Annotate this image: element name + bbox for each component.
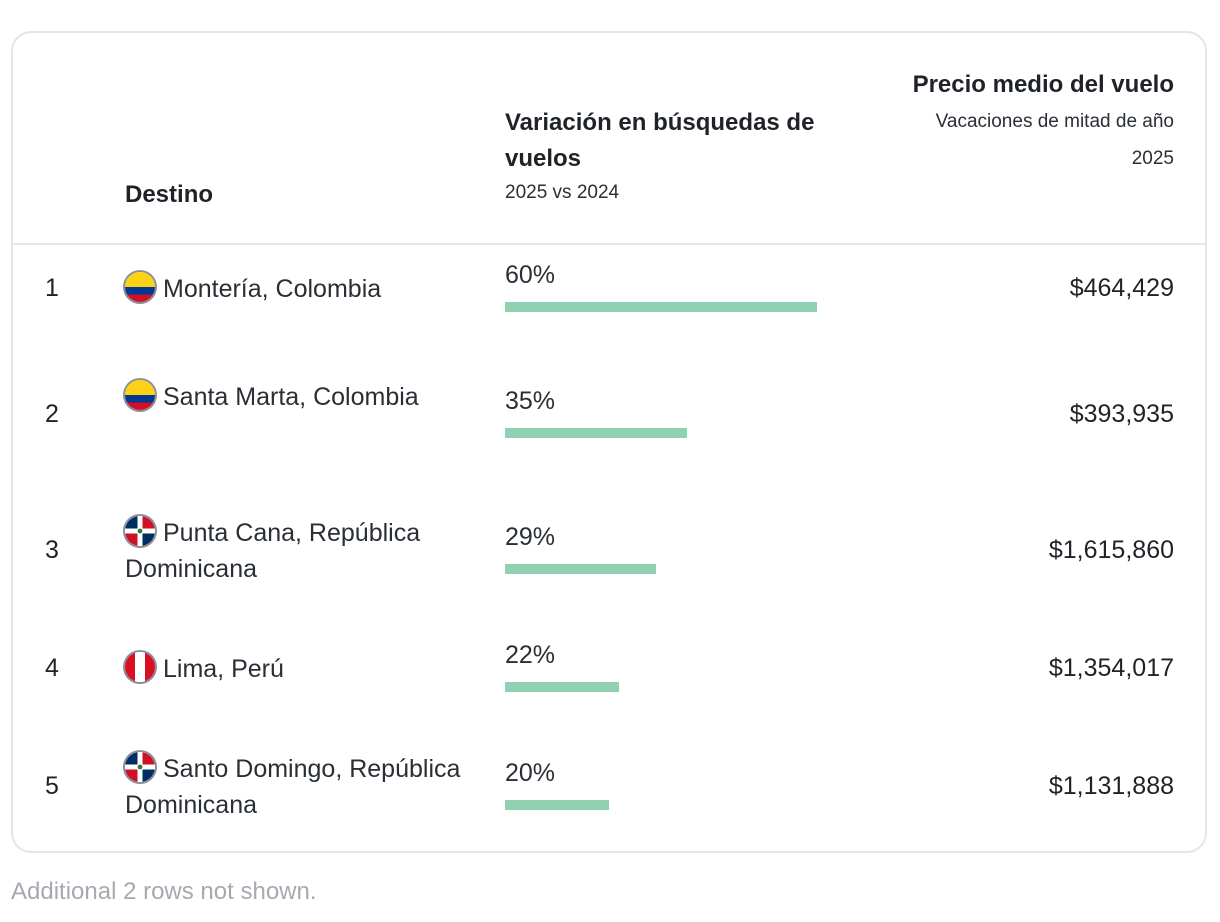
row-variation-percent: 22% — [505, 641, 556, 669]
row-average-price: $1,131,888 — [1048, 772, 1174, 800]
row-rank: 2 — [45, 400, 59, 428]
header-price-year: 2025 — [1131, 148, 1174, 169]
destinations-table-card: Destino Variación en búsquedas de vuelos… — [11, 31, 1207, 853]
row-average-price: $393,935 — [1069, 400, 1174, 428]
row-variation-bar — [505, 800, 609, 810]
row-rank: 1 — [45, 274, 59, 302]
header-destino: Destino — [125, 181, 214, 208]
footnote: Additional 2 rows not shown. — [11, 878, 317, 905]
header-variation-title: Variación en búsquedas de vuelos — [505, 109, 815, 172]
table-header: Destino Variación en búsquedas de vuelos… — [13, 33, 1205, 245]
row-variation-bar — [505, 302, 817, 312]
colombia-flag-icon — [125, 272, 155, 302]
row-rank: 5 — [45, 772, 59, 800]
row-variation-percent: 20% — [505, 759, 556, 787]
header-variation-subtitle: 2025 vs 2024 — [505, 182, 620, 203]
row-destination: Punta Cana, República Dominicana — [125, 515, 465, 587]
dominican-republic-flag-icon — [125, 516, 155, 546]
header-price-title: Precio medio del vuelo — [912, 71, 1174, 98]
row-average-price: $1,354,017 — [1048, 654, 1174, 682]
row-destination-label: Santo Domingo, República Dominicana — [125, 755, 461, 819]
row-destination: Montería, Colombia — [125, 271, 465, 307]
row-variation-bar — [505, 428, 687, 438]
peru-flag-icon — [125, 652, 155, 682]
header-variation: Variación en búsquedas de vuelos 2025 vs… — [505, 105, 825, 209]
row-rank: 3 — [45, 536, 59, 564]
row-variation-bar — [505, 564, 656, 574]
row-destination-label: Lima, Perú — [163, 655, 284, 683]
row-variation-percent: 35% — [505, 387, 556, 415]
dominican-republic-flag-icon — [125, 752, 155, 782]
row-destination-label: Punta Cana, República Dominicana — [125, 519, 421, 583]
row-destination: Lima, Perú — [125, 651, 465, 687]
row-destination: Santa Marta, Colombia — [125, 379, 465, 415]
row-destination-label: Montería, Colombia — [163, 275, 382, 303]
colombia-flag-icon — [125, 380, 155, 410]
row-average-price: $1,615,860 — [1048, 536, 1174, 564]
row-variation-percent: 60% — [505, 261, 556, 289]
row-rank: 4 — [45, 654, 59, 682]
row-destination: Santo Domingo, República Dominicana — [125, 751, 465, 823]
row-variation-percent: 29% — [505, 523, 556, 551]
row-destination-label: Santa Marta, Colombia — [163, 383, 419, 411]
header-price: Precio medio del vuelo Vacaciones de mit… — [844, 67, 1174, 177]
row-variation-bar — [505, 682, 619, 692]
header-price-subtitle: Vacaciones de mitad de año — [935, 111, 1174, 132]
row-average-price: $464,429 — [1069, 274, 1174, 302]
